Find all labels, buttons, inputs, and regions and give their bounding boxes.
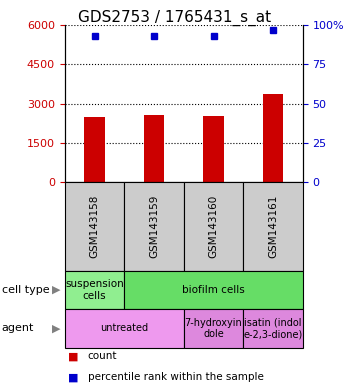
Text: suspension
cells: suspension cells bbox=[65, 279, 124, 301]
Text: ■: ■ bbox=[68, 351, 79, 361]
Text: ■: ■ bbox=[68, 372, 79, 382]
Text: cell type: cell type bbox=[2, 285, 49, 295]
Text: GSM143161: GSM143161 bbox=[268, 195, 278, 258]
Bar bbox=[144, 115, 164, 182]
Bar bbox=[203, 116, 224, 182]
Text: ▶: ▶ bbox=[52, 285, 60, 295]
Text: count: count bbox=[88, 351, 117, 361]
Text: percentile rank within the sample: percentile rank within the sample bbox=[88, 372, 263, 382]
Text: GSM143159: GSM143159 bbox=[149, 195, 159, 258]
Text: GDS2753 / 1765431_s_at: GDS2753 / 1765431_s_at bbox=[78, 10, 272, 26]
Text: GSM143160: GSM143160 bbox=[209, 195, 218, 258]
Text: GSM143158: GSM143158 bbox=[90, 195, 99, 258]
Text: biofilm cells: biofilm cells bbox=[182, 285, 245, 295]
Text: agent: agent bbox=[2, 323, 34, 333]
Text: isatin (indol
e-2,3-dione): isatin (indol e-2,3-dione) bbox=[243, 318, 303, 339]
Text: ▶: ▶ bbox=[52, 323, 60, 333]
Text: 7-hydroxyin
dole: 7-hydroxyin dole bbox=[184, 318, 242, 339]
Bar bbox=[84, 117, 105, 182]
Text: untreated: untreated bbox=[100, 323, 148, 333]
Bar bbox=[262, 94, 284, 182]
